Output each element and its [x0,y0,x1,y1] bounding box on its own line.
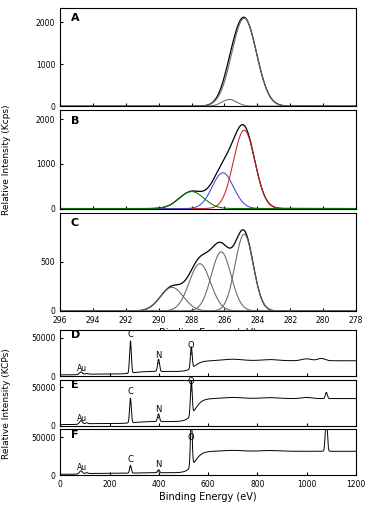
Text: Relative Intensity (Kcps): Relative Intensity (Kcps) [2,104,11,214]
Text: E: E [70,380,78,390]
Text: A: A [70,13,79,24]
Text: Au: Au [77,364,88,373]
Text: N: N [155,351,162,364]
Text: C: C [127,387,133,401]
Text: N: N [155,460,162,472]
Text: F: F [70,430,78,439]
Text: D: D [70,331,80,340]
Text: O: O [188,377,195,391]
Text: Au: Au [77,414,88,423]
Text: Relative Intensity (KCPs): Relative Intensity (KCPs) [2,348,11,459]
X-axis label: Binding Energy (eV): Binding Energy (eV) [159,327,257,338]
Text: C: C [127,455,133,468]
Text: Au: Au [77,464,88,472]
Text: B: B [70,116,79,126]
Text: O: O [188,429,195,442]
Text: C: C [70,218,79,228]
Text: C: C [127,330,133,344]
X-axis label: Binding Energy (eV): Binding Energy (eV) [159,492,257,502]
Text: N: N [155,405,162,418]
Text: O: O [188,341,195,355]
